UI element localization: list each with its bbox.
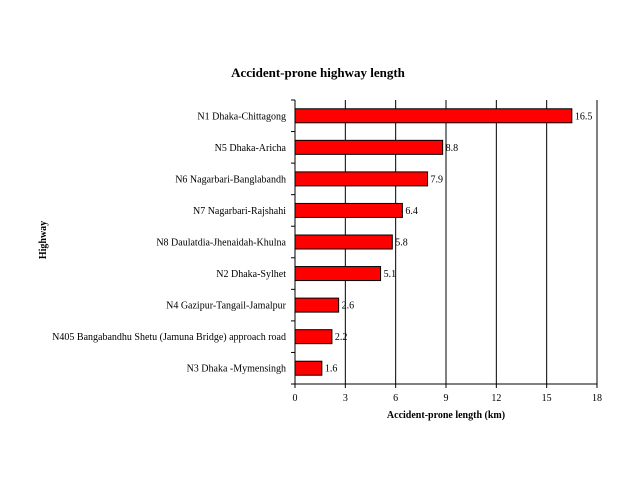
- data-label: 6.4: [405, 206, 418, 217]
- data-label: 8.8: [446, 143, 459, 154]
- bar: [294, 329, 333, 345]
- bar: [294, 139, 444, 155]
- x-tick-label: 0: [293, 393, 298, 404]
- data-label: 2.2: [335, 332, 348, 343]
- y-axis-title: Highway: [38, 221, 49, 259]
- bar: [294, 234, 393, 250]
- category-label: N6 Nagarbari-Banglabandh: [175, 174, 286, 185]
- data-label: 2.6: [342, 301, 355, 312]
- bar: [294, 360, 323, 376]
- category-label: N2 Dhaka-Sylhet: [216, 269, 286, 280]
- x-tick-label: 12: [491, 393, 501, 404]
- data-label: 1.6: [325, 364, 338, 375]
- chart-title: Accident-prone highway length: [231, 65, 406, 80]
- category-label: N7 Nagarbari-Rajshahi: [193, 206, 286, 217]
- category-label: N4 Gazipur-Tangail-Jamalpur: [166, 301, 287, 312]
- x-axis-title: Accident-prone length (km): [387, 410, 505, 421]
- bar: [294, 266, 382, 282]
- bar: [294, 297, 340, 313]
- axes: [291, 99, 598, 388]
- x-tick-label: 6: [393, 393, 398, 404]
- category-label: N5 Dhaka-Aricha: [215, 143, 287, 154]
- x-tick-label: 3: [343, 393, 348, 404]
- bar: [294, 108, 573, 124]
- category-label: N3 Dhaka -Mymensingh: [187, 364, 286, 375]
- data-label: 16.5: [575, 111, 593, 122]
- x-tick-label: 9: [444, 393, 449, 404]
- x-tick-label: 18: [592, 393, 602, 404]
- bar: [294, 202, 403, 218]
- x-tick-label: 15: [542, 393, 552, 404]
- bar: [294, 171, 429, 187]
- data-label: 5.1: [384, 269, 397, 280]
- category-label: N1 Dhaka-Chittagong: [197, 111, 286, 122]
- category-label: N405 Bangabandhu Shetu (Jamuna Bridge) a…: [52, 332, 286, 343]
- category-label: N8 Daulatdia-Jhenaidah-Khulna: [156, 238, 286, 249]
- data-label: 7.9: [431, 174, 444, 185]
- labels: 0 3 6 9 12 15 18 N1 Dhaka-Chittagong 16.5 N5 Dhak…: [52, 111, 602, 404]
- data-label: 5.8: [395, 238, 408, 249]
